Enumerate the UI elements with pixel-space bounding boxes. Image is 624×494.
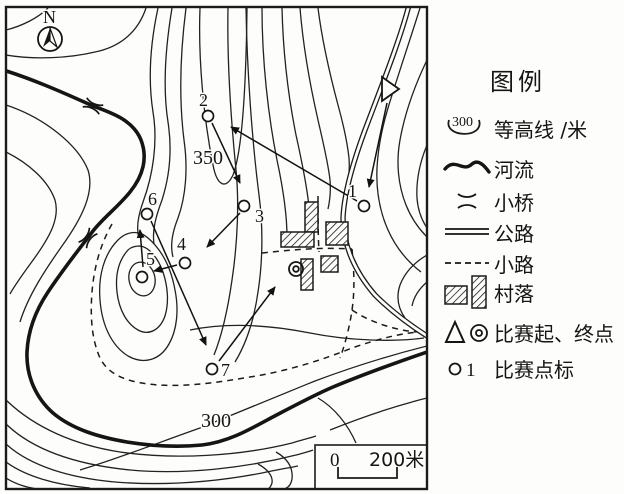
- route-arrow: [150, 220, 207, 346]
- road-path: [340, 8, 426, 339]
- legend-contour-icon: 300: [440, 111, 494, 145]
- map-area: 1 2 3 4 5 6 7 350 300 N 0 200米: [4, 5, 429, 491]
- checkpoint-1: [357, 199, 371, 213]
- scale-bar: 0 200米: [314, 444, 426, 488]
- legend-label-bridge: 小桥: [494, 190, 534, 215]
- scale-zero-label: 0: [330, 450, 340, 471]
- bridge-icon: [78, 227, 98, 249]
- legend-item-bridge: 小桥: [440, 183, 534, 219]
- legend-label-road: 公路: [494, 221, 534, 246]
- legend-trail-icon: [440, 253, 494, 273]
- river-path: [7, 69, 426, 449]
- village-block: [304, 201, 319, 233]
- bridge-icon: [82, 97, 104, 115]
- route-arrows: [136, 102, 388, 362]
- map-paper: [6, 7, 427, 489]
- route-arrow: [136, 229, 145, 268]
- start-triangle-icon: [381, 75, 401, 103]
- route-arrow: [211, 122, 241, 184]
- checkpoint-7: [205, 362, 219, 376]
- village-block: [300, 258, 314, 291]
- village-block: [280, 231, 315, 248]
- svg-text:1: 1: [466, 360, 476, 381]
- compass-n-label: N: [43, 7, 56, 27]
- checkpoint-label-4: 4: [177, 234, 186, 254]
- route-arrow: [153, 264, 178, 273]
- legend-label-river: 河流: [494, 157, 534, 182]
- legend-item-checkpoint: 1 比赛点标: [440, 350, 574, 386]
- legend-checkpoint-icon: 1: [440, 353, 494, 383]
- checkpoint-label-1: 1: [348, 181, 357, 201]
- village-block: [325, 221, 349, 246]
- finish-point-icon: [288, 261, 304, 277]
- checkpoint-label-7: 7: [221, 360, 230, 380]
- checkpoint-6: [140, 207, 154, 221]
- checkpoint-label-5: 5: [146, 249, 155, 269]
- checkpoint-label-6: 6: [148, 189, 157, 209]
- compass-needle-icon: [49, 27, 59, 49]
- checkpoint-4: [178, 256, 192, 270]
- scale-tick-line: [337, 467, 398, 479]
- checkpoint-5: [135, 270, 149, 284]
- legend-label-start-finish: 比赛起、终点: [494, 321, 614, 346]
- legend-item-village: 村落: [440, 274, 534, 310]
- legend-river-icon: [440, 153, 494, 183]
- legend-road-icon: [440, 222, 494, 242]
- legend-item-road: 公路: [440, 214, 534, 250]
- legend-village-icon: [440, 272, 494, 312]
- legend-item-contour: 300 等高线 /米: [440, 110, 587, 146]
- map-frame: [4, 5, 429, 491]
- compass-needle-icon: [43, 28, 50, 47]
- legend-start-finish-icon: [440, 315, 494, 349]
- legend-item-river: 河流: [440, 150, 534, 186]
- legend-title: 图例: [490, 68, 546, 96]
- checkpoint-2: [201, 109, 215, 123]
- scale-200m-label: 200米: [369, 449, 424, 471]
- village-block: [320, 255, 339, 273]
- legend-label-trail: 小路: [494, 252, 534, 277]
- checkpoint-label-3: 3: [255, 206, 264, 226]
- compass-circle: [37, 26, 63, 52]
- legend-item-start-finish: 比赛起、终点: [440, 314, 614, 350]
- checkpoint-3: [237, 199, 251, 213]
- legend-panel: 图例 300 等高线 /米 河流: [434, 0, 624, 494]
- route-arrow: [206, 212, 241, 248]
- route-arrow: [218, 286, 276, 362]
- svg-text:300: 300: [452, 115, 473, 130]
- legend-label-contour: 等高线 /米: [494, 117, 588, 142]
- legend-item-trail: 小路: [440, 245, 534, 281]
- legend-label-village: 村落: [494, 281, 534, 306]
- legend-label-checkpoint: 比赛点标: [494, 357, 574, 382]
- checkpoint-label-2: 2: [199, 90, 208, 110]
- village-blocks: [280, 201, 349, 291]
- legend-bridge-icon: [440, 188, 494, 214]
- contour-label-300: 300: [201, 410, 231, 432]
- route-arrow: [366, 102, 388, 188]
- topo-map-svg: 1 2 3 4 5 6 7 350 300 N 0 200米: [4, 5, 429, 491]
- route-arrow: [230, 126, 358, 202]
- north-compass: N: [37, 7, 63, 52]
- contour-label-350: 350: [193, 147, 223, 169]
